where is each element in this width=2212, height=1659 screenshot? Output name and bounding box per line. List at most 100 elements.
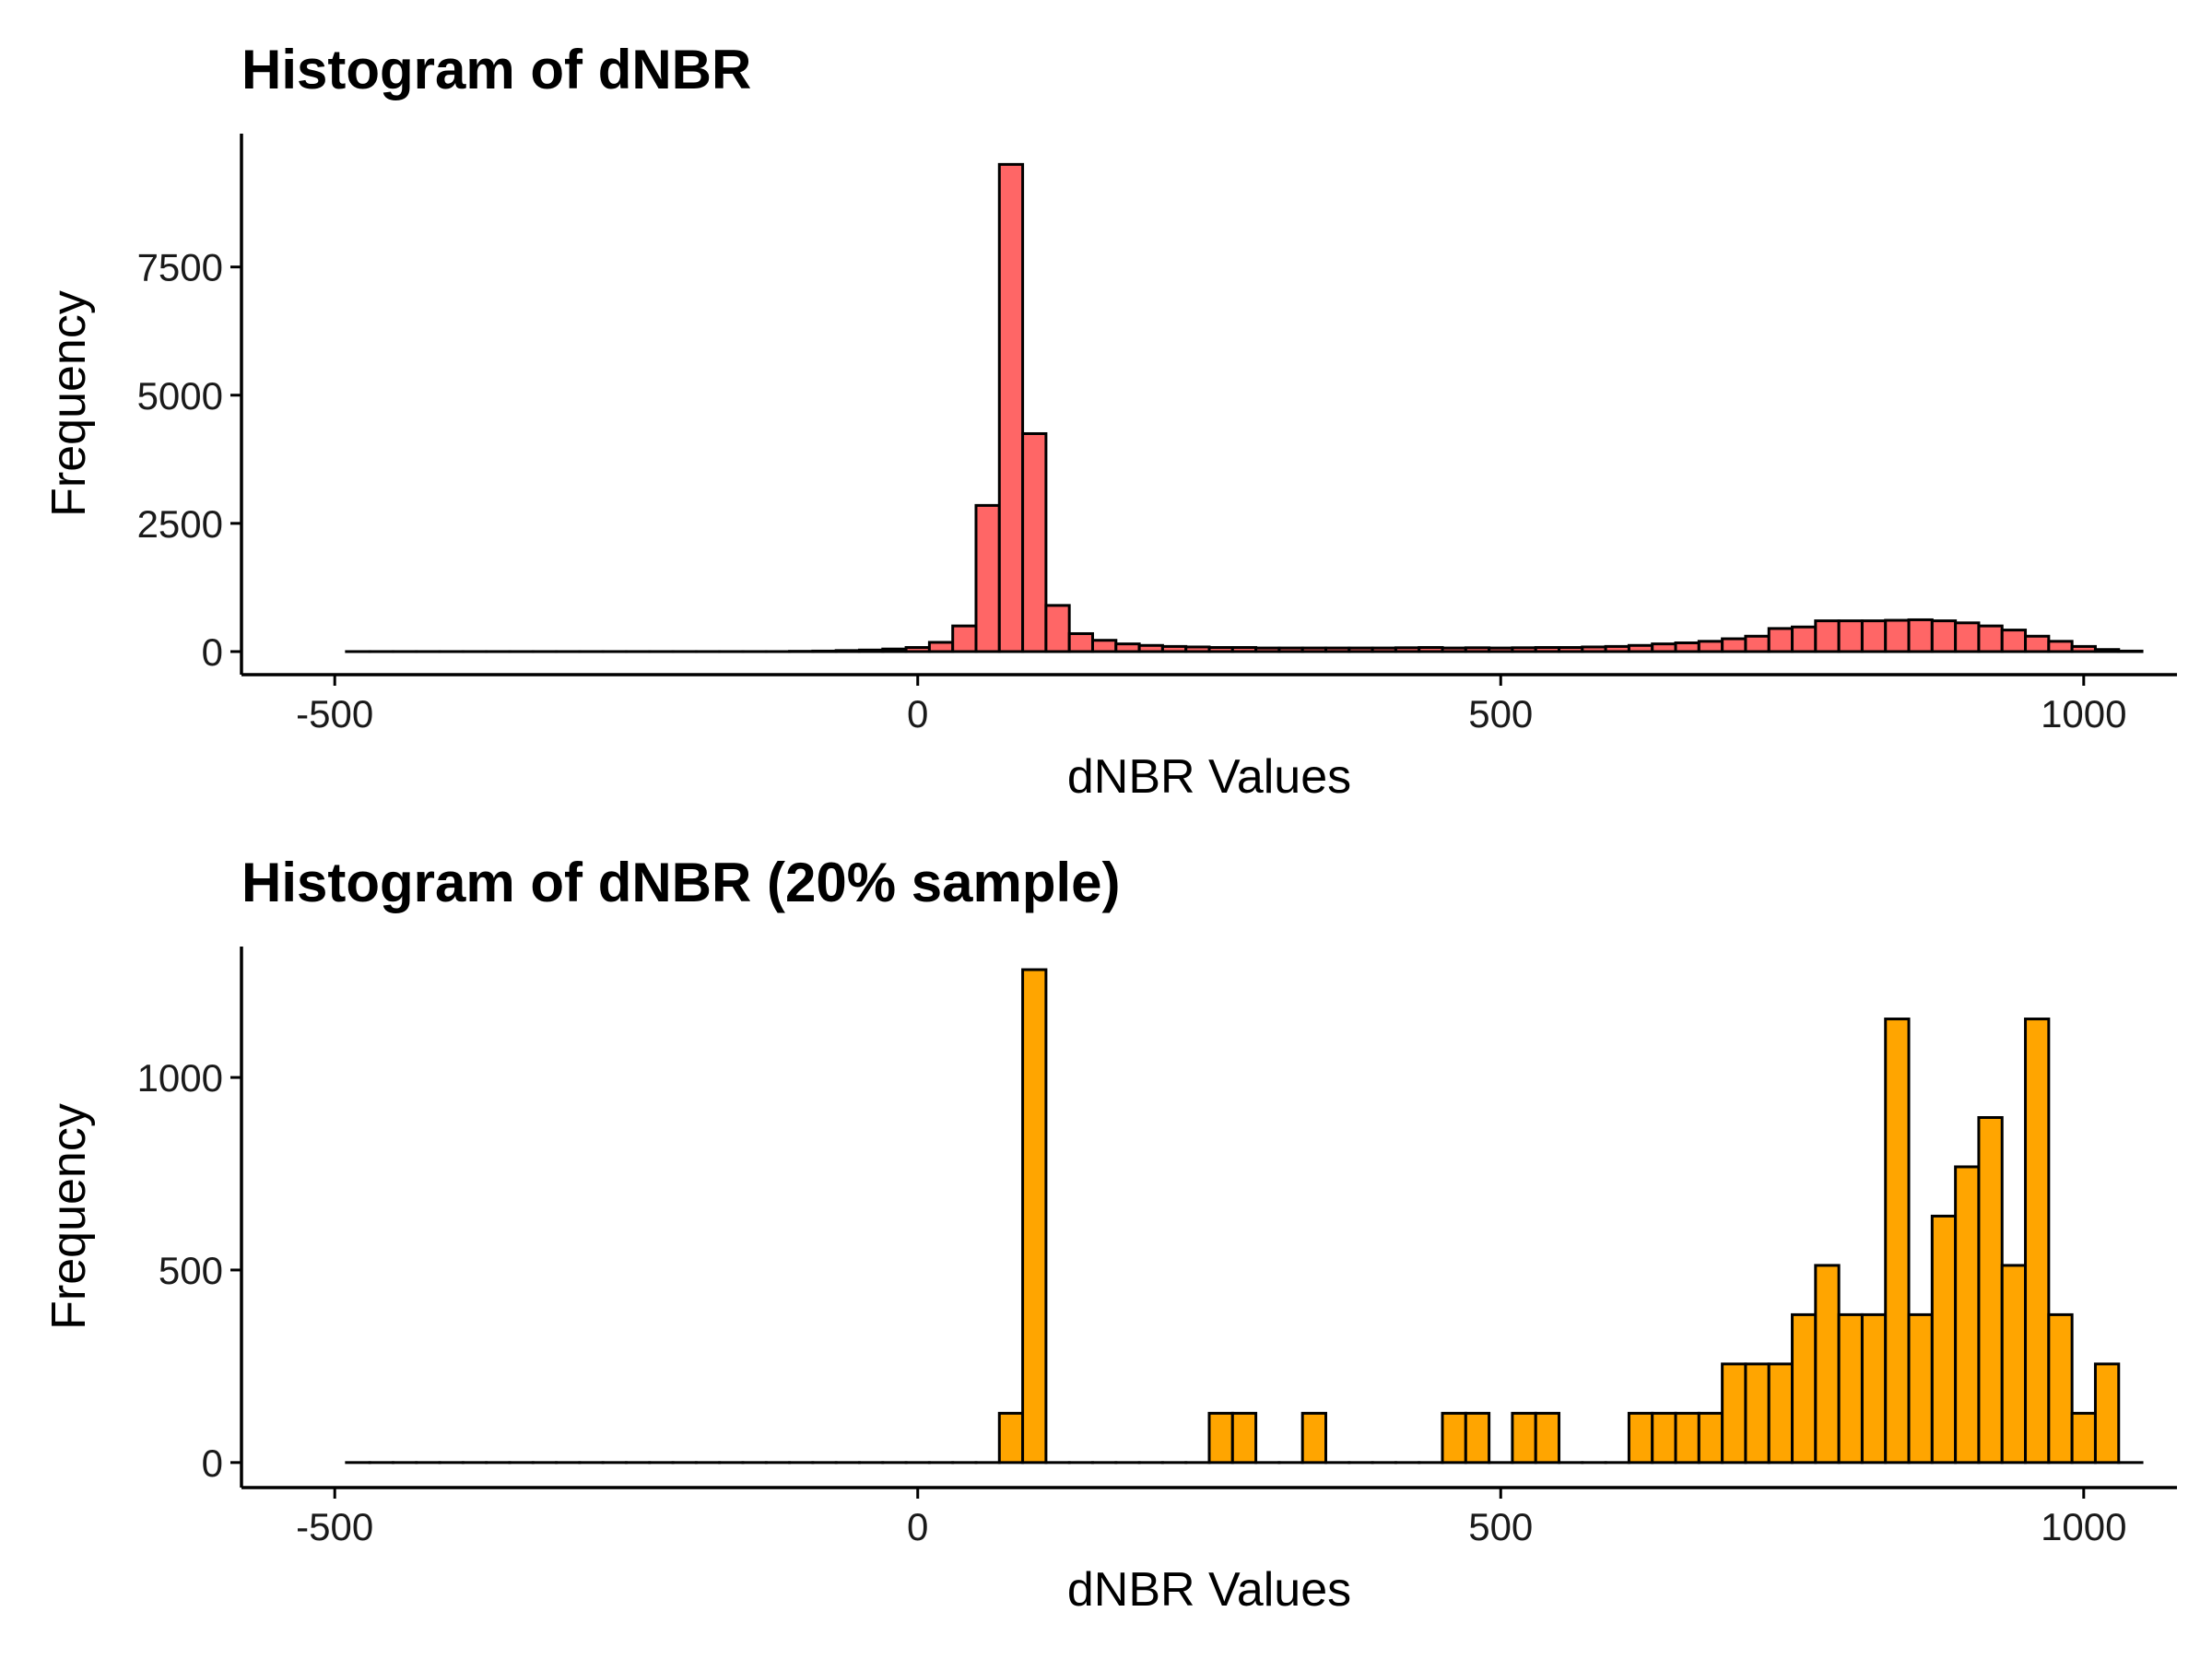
histogram-bar [904,646,931,653]
chart-2-x-ticks: -500 0 500 1000 [296,1488,2127,1548]
histogram-bar [2024,1018,2051,1465]
histogram-bar [1394,646,1421,653]
histogram-bar [1837,619,1864,653]
histogram-bar [1581,645,1607,653]
histogram-bar [2070,1411,2097,1465]
histogram-bar [1627,643,1654,653]
histogram-bar [1814,1264,1841,1465]
chart-1-x-axis-title: dNBR Values [1067,750,1351,804]
histogram-bar [1371,646,1397,653]
histogram-bar [1674,1411,1700,1465]
histogram-bar [1137,643,1164,653]
histogram-bar [1627,1411,1654,1465]
histogram-bar [1300,646,1327,653]
histogram-bar [1744,634,1771,653]
histogram-bar [2117,649,2144,653]
histogram-bar [1441,646,1467,653]
chart-2-x-axis-title: dNBR Values [1067,1563,1351,1617]
histogram-bar [1254,646,1281,653]
x-tick-label: 0 [907,1505,928,1548]
chart-1-title: Histogram of dNBR [241,39,751,100]
histogram-bar [1021,968,1048,1465]
y-tick-label: 500 [159,1249,223,1292]
histogram-bar [2047,1312,2074,1465]
chart-2-y-ticks: 0 500 1000 [137,1056,241,1485]
histogram-bar [2093,648,2121,653]
histogram-bar [1930,1214,1958,1465]
histogram-bar [1230,646,1258,653]
histogram-bar [881,647,908,653]
histogram-bar [1697,640,1724,653]
histogram-bar [1767,1362,1794,1465]
chart-1-bars [345,162,2144,653]
histogram-bar [1160,644,1188,653]
chart-2-bars [345,968,2144,1465]
chart-panel-2: Histogram of dNBR (20% sample) 05001000 … [42,852,2177,1617]
histogram-bar [1907,618,1934,653]
histogram-bar [1814,619,1841,653]
histogram-bar [2024,634,2051,653]
x-tick-label: 1000 [2041,692,2126,735]
chart-1-y-axis-title: Frequency [42,290,96,517]
chart-1-x-ticks: -500 0 500 1000 [296,675,2127,735]
histogram-bar [1044,604,1071,653]
histogram-bar [1791,1312,1818,1465]
chart-panel-1: Histogram of dNBR 0 2500 5000 7500 -500 0 500… [42,39,2177,804]
y-tick-label: 1000 [137,1056,223,1100]
histogram-bar [974,503,1001,653]
chart-2-title: Histogram of dNBR (20% sample) [241,852,1121,913]
histogram-bar [1464,646,1491,653]
histogram-bar [1300,1411,1327,1465]
histogram-bar [1511,646,1537,653]
histogram-bar [1114,642,1141,653]
x-tick-label: -500 [296,692,373,735]
histogram-bar [2000,1264,2028,1465]
histogram-bar [1277,646,1304,653]
histogram-bar [2070,644,2097,653]
histogram-bar [1744,1362,1771,1465]
histogram-bar [1954,621,1981,653]
histogram-bar [1441,1411,1467,1465]
x-tick-label: 1000 [2041,1505,2126,1548]
histogram-bar [1488,646,1514,653]
histogram-bar [2093,1362,2121,1465]
histogram-bar [1860,619,1888,653]
histogram-bar [1067,631,1094,653]
histogram-bar [997,1411,1025,1465]
histogram-bar [1977,624,2004,653]
histogram-bar [1347,646,1374,653]
histogram-bar [1884,618,1911,653]
histogram-bar [1954,1165,1981,1465]
histogram-bar [1534,1411,1561,1465]
histogram-bar [1558,646,1584,653]
histogram-bar [1324,646,1351,653]
chart-1-y-ticks: 0 2500 5000 7500 [137,246,241,674]
histogram-bar [927,641,955,653]
histogram-bar [1090,639,1118,653]
histogram-bar [811,649,838,653]
chart-2-y-axis-title: Frequency [42,1103,96,1330]
histogram-bar [1418,646,1444,653]
histogram-bar [1511,1411,1537,1465]
x-tick-label: 500 [1468,1505,1533,1548]
x-tick-label: 0 [907,692,928,735]
histogram-bar [1230,1411,1258,1465]
x-tick-label: 500 [1468,692,1533,735]
histogram-bar [1651,642,1677,653]
histogram-bar [1534,646,1561,653]
histogram-bar [1207,646,1234,653]
histogram-bar [1651,1411,1677,1465]
y-tick-label: 7500 [137,246,223,289]
histogram-bar [951,624,978,653]
histogram-bar [1604,644,1630,653]
histogram-bar [1930,619,1958,653]
histogram-bar [1837,1312,1864,1465]
histogram-bar [1767,627,1794,653]
y-tick-label: 5000 [137,374,223,418]
histogram-bar [1697,1411,1724,1465]
histogram-bar [857,648,885,653]
histogram-bar [1674,641,1700,653]
histogram-bar [1860,1312,1888,1465]
histogram-bar [834,649,861,653]
